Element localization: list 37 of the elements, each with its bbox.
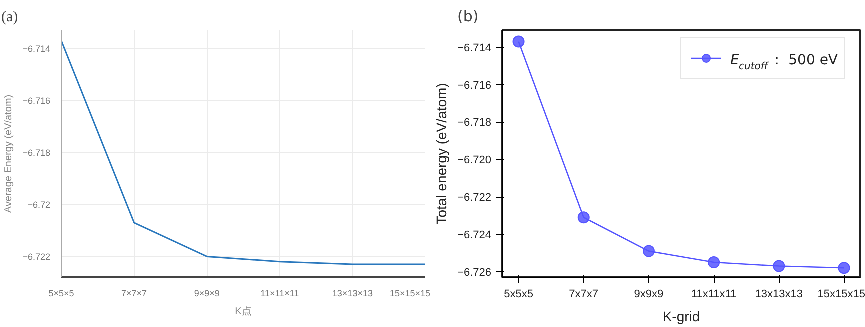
chart-title: (b) (458, 8, 479, 26)
point (708, 256, 720, 269)
x-tick-label: 13×13×13 (332, 288, 373, 298)
x-tick-label: 11×11×11 (260, 288, 300, 298)
y-tick-label: −6.718 (458, 117, 492, 130)
y-tick-label: −6.726 (458, 266, 492, 279)
chart-title: (a) (2, 10, 18, 26)
point (642, 245, 655, 258)
x-tick-label: 15×15×15 (390, 288, 431, 298)
x-axis-title: K点 (235, 306, 252, 318)
x-tick-label: 15x15x15 (818, 288, 865, 300)
y-tick-label: −6.714 (458, 42, 492, 54)
y-tick-label: −6.724 (458, 229, 492, 242)
y-tick-label: −6.72 (28, 200, 51, 210)
y-tick-label: −6.718 (22, 148, 51, 158)
x-tick-label: 13x13x13 (755, 288, 803, 300)
y-tick-label: −6.716 (458, 80, 492, 92)
x-tick-label: 9×9×9 (194, 288, 220, 298)
point (512, 36, 525, 48)
y-tick-label: −6.722 (458, 192, 492, 204)
x-tick-label: 7x7x7 (569, 288, 599, 300)
y-axis-title: Total energy (eV/atom) (434, 83, 450, 225)
point (838, 262, 850, 274)
x-tick-label: 9x9x9 (634, 288, 664, 300)
x-tick-label: 11x11x11 (691, 288, 737, 300)
y-tick-label: −6.720 (458, 154, 492, 167)
x-tick-label: 5×5×5 (48, 288, 74, 298)
point (773, 260, 786, 272)
x-tick-label: 7×7×7 (122, 288, 148, 298)
y-tick-label: −6.714 (22, 44, 51, 54)
y-tick-label: −6.722 (22, 252, 51, 262)
y-tick-label: −6.716 (22, 96, 51, 106)
point (578, 212, 590, 224)
x-axis-title: K-grid (662, 308, 700, 324)
x-tick-label: 5x5x5 (504, 288, 534, 300)
y-axis-title: Average Energy (eV/atom) (4, 94, 15, 214)
line-series (62, 40, 426, 266)
